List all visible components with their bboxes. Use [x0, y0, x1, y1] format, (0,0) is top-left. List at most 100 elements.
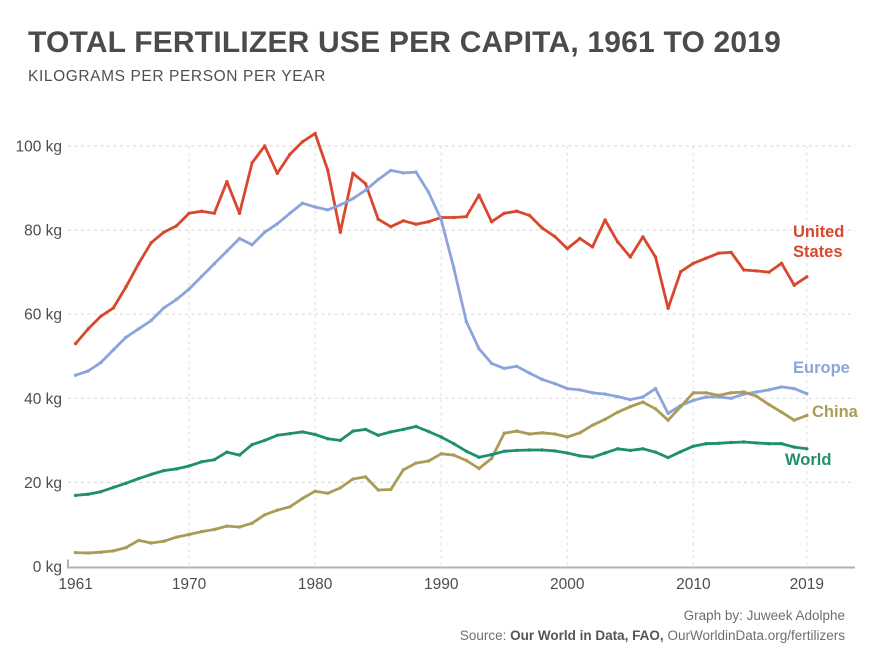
- data-point-world-2008: [666, 455, 670, 460]
- data-point-europe-2004: [616, 394, 620, 399]
- data-point-united-states-1984: [363, 182, 368, 186]
- data-point-china-1996: [515, 429, 519, 433]
- data-point-china-1976: [263, 513, 267, 517]
- data-point-united-states-2005: [628, 255, 632, 259]
- data-point-china-1991: [452, 453, 456, 457]
- data-point-europe-1972: [212, 262, 216, 266]
- data-point-united-states-2007: [653, 255, 658, 259]
- data-point-europe-1983: [351, 196, 355, 201]
- data-point-europe-1979: [300, 201, 305, 205]
- data-point-europe-1961: [73, 373, 78, 377]
- x-tick-label-1961: 1961: [58, 576, 92, 593]
- data-point-world-2005: [628, 448, 632, 453]
- data-point-world-1986: [389, 430, 393, 434]
- data-point-china-1967: [149, 541, 153, 545]
- data-point-europe-2016: [767, 388, 771, 392]
- data-point-europe-1984: [363, 188, 368, 192]
- data-point-china-1994: [489, 456, 494, 461]
- data-point-united-states-2014: [742, 268, 746, 272]
- data-point-china-1964: [111, 549, 116, 553]
- data-point-europe-1963: [99, 360, 103, 365]
- data-point-europe-1987: [401, 171, 406, 175]
- data-point-world-1969: [174, 467, 179, 471]
- data-point-china-1995: [502, 431, 506, 435]
- data-point-china-1968: [162, 539, 166, 543]
- data-point-europe-1994: [489, 361, 494, 366]
- data-point-china-1998: [540, 431, 544, 435]
- data-point-europe-1990: [439, 217, 443, 222]
- data-point-united-states-2001: [578, 236, 582, 241]
- data-point-world-1982: [338, 438, 342, 443]
- data-point-united-states-1972: [212, 211, 216, 215]
- data-point-china-1979: [300, 496, 305, 501]
- credits-block: Graph by: Juweek Adolphe Source: Our Wor…: [460, 606, 845, 647]
- data-point-europe-1996: [515, 364, 519, 368]
- data-point-china-2000: [565, 435, 569, 439]
- series-points-china: [73, 390, 809, 555]
- y-tick-label-60kg: 60 kg: [24, 307, 62, 324]
- data-point-china-1984: [363, 475, 368, 479]
- data-point-world-1970: [187, 464, 191, 468]
- data-point-china-1999: [553, 432, 557, 436]
- data-point-europe-1970: [187, 287, 191, 291]
- data-point-world-2009: [679, 450, 683, 454]
- data-point-united-states-2008: [666, 306, 670, 310]
- data-point-europe-1995: [502, 366, 506, 371]
- data-point-united-states-2010: [691, 261, 695, 265]
- data-point-world-1995: [502, 449, 506, 453]
- y-tick-label-0kg: 0 kg: [33, 559, 62, 576]
- data-point-world-1966: [136, 476, 141, 481]
- data-point-united-states-1995: [502, 211, 506, 215]
- data-point-europe-1978: [288, 211, 292, 215]
- data-point-world-2015: [754, 441, 759, 445]
- data-point-world-2004: [616, 447, 620, 451]
- x-tick-label-1990: 1990: [424, 576, 459, 593]
- data-point-united-states-1999: [553, 234, 557, 239]
- data-point-united-states-1983: [351, 171, 355, 175]
- data-point-world-1967: [149, 472, 153, 477]
- data-point-europe-1967: [149, 318, 153, 323]
- x-tick-label-1980: 1980: [298, 576, 333, 593]
- data-point-united-states-1993: [477, 193, 481, 197]
- data-point-world-2019: [805, 447, 809, 451]
- data-point-world-1984: [363, 427, 368, 432]
- data-point-united-states-1970: [187, 211, 191, 215]
- data-point-world-2012: [716, 441, 721, 445]
- data-point-china-2007: [653, 407, 658, 411]
- data-point-united-states-1968: [162, 230, 166, 234]
- data-point-world-2010: [691, 444, 695, 448]
- data-point-united-states-1982: [338, 230, 342, 234]
- x-tick-label-2010: 2010: [676, 576, 711, 593]
- data-point-china-1975: [250, 521, 254, 525]
- data-point-china-2003: [603, 417, 607, 421]
- data-point-china-1997: [527, 432, 532, 436]
- data-point-europe-2008: [666, 411, 670, 416]
- data-point-europe-1991: [452, 266, 456, 270]
- data-point-united-states-2009: [679, 270, 683, 274]
- data-point-united-states-1985: [376, 217, 380, 221]
- data-point-world-1978: [288, 431, 292, 436]
- data-point-europe-1997: [527, 371, 532, 375]
- data-point-united-states-2017: [779, 261, 784, 265]
- data-point-world-1979: [300, 430, 305, 434]
- data-point-china-2001: [578, 431, 582, 435]
- data-point-united-states-1979: [300, 140, 305, 144]
- data-point-europe-2007: [653, 386, 658, 391]
- data-point-united-states-1981: [326, 168, 330, 172]
- data-point-europe-2017: [779, 385, 784, 389]
- series-label-united-states: United States: [793, 223, 845, 262]
- data-point-world-1999: [553, 449, 557, 453]
- data-point-world-1987: [401, 427, 406, 432]
- data-point-europe-1977: [275, 222, 279, 226]
- data-point-china-2017: [779, 410, 784, 414]
- data-point-united-states-2011: [704, 256, 708, 260]
- data-point-europe-1962: [86, 369, 90, 373]
- credit-source-line: Source: Our World in Data, FAO, OurWorld…: [460, 626, 845, 646]
- data-point-world-1974: [237, 453, 242, 457]
- data-point-china-2008: [666, 418, 670, 422]
- data-point-world-1972: [212, 458, 216, 462]
- x-tick-label-2019: 2019: [790, 576, 824, 593]
- credit-source-bold: Our World in Data, FAO,: [510, 628, 664, 644]
- data-point-china-1982: [338, 486, 342, 490]
- data-point-united-states-1992: [464, 214, 469, 219]
